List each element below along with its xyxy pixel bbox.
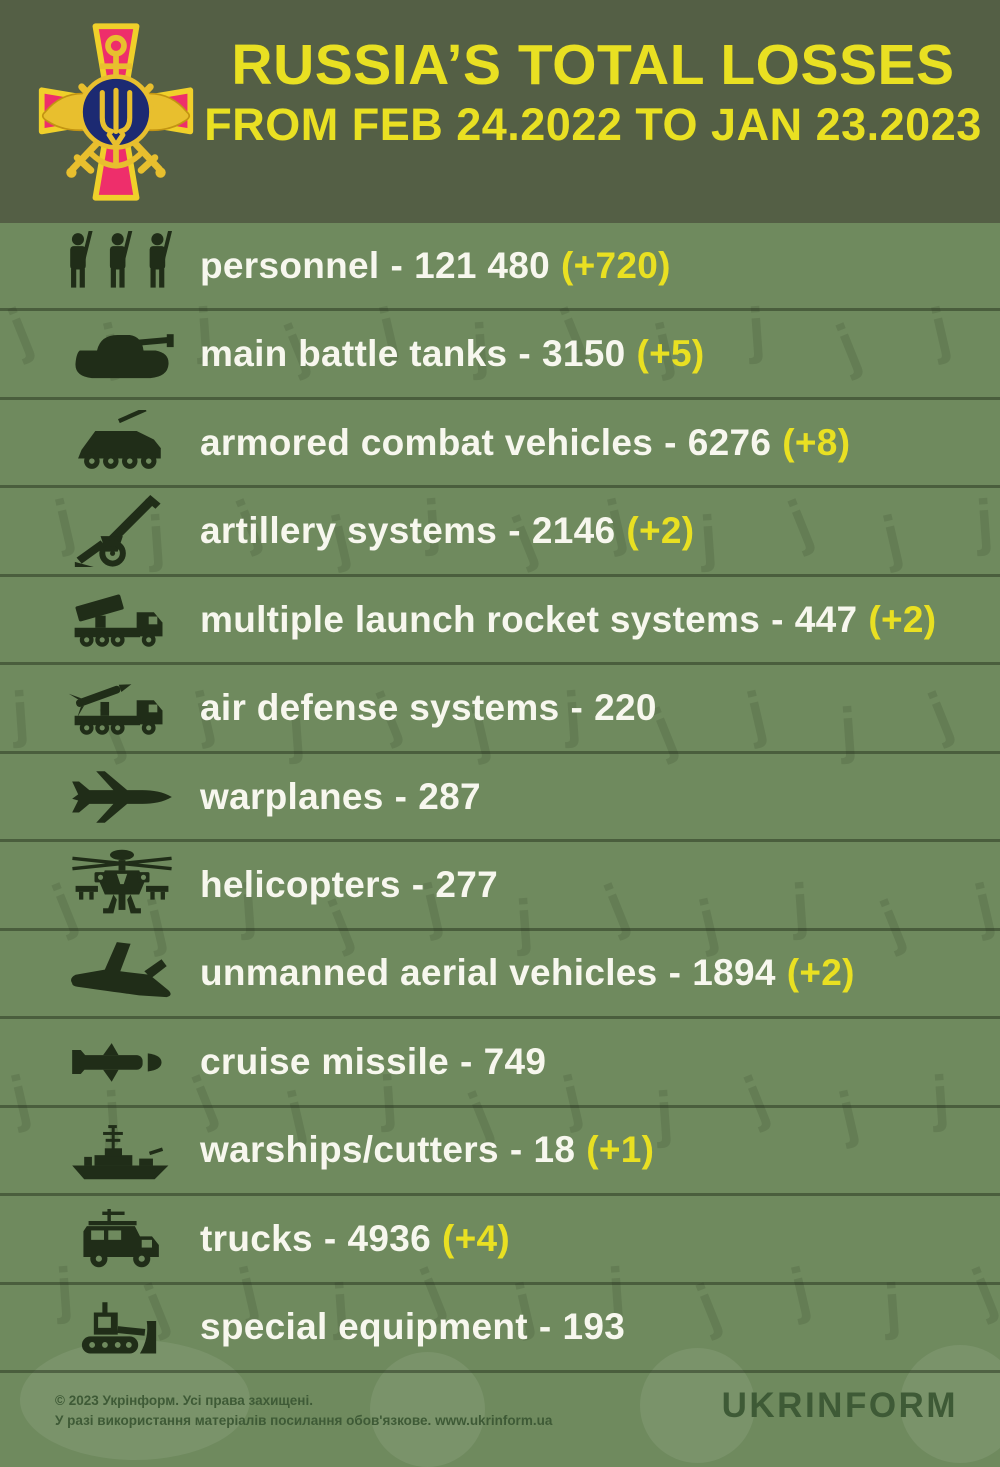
row-cruise-missile: cruise missile -749 <box>0 1019 1000 1108</box>
row-text: unmanned aerial vehicles -1894 (+2) <box>200 952 855 994</box>
row-label: trucks <box>200 1217 313 1259</box>
row-delta: (+1) <box>586 1129 655 1171</box>
row-delta: (+2) <box>868 598 937 640</box>
row-dash: - <box>509 1129 523 1171</box>
row-value: 3150 <box>541 333 626 375</box>
row-text: special equipment -193 <box>200 1306 636 1348</box>
copyright-text: © 2023 Укрінформ. Усі права захищені. У … <box>55 1391 552 1432</box>
row-label: main battle tanks <box>200 333 508 375</box>
footer: © 2023 Укрінформ. Усі права захищені. У … <box>0 1373 1000 1440</box>
ukrinform-logo: UKRINFORM <box>721 1386 958 1425</box>
row-dash: - <box>664 421 677 463</box>
row-text: artillery systems -2146 (+2) <box>200 510 694 552</box>
armed-forces-emblem <box>38 23 194 201</box>
row-mlrs: multiple launch rocket systems -447 (+2) <box>0 577 1000 666</box>
row-value: 287 <box>418 775 481 817</box>
row-dash: - <box>323 1217 337 1259</box>
row-label: cruise missile <box>200 1040 449 1082</box>
row-dash: - <box>668 952 682 994</box>
row-value: 18 <box>533 1129 576 1171</box>
row-text: multiple launch rocket systems -447 (+2) <box>200 599 936 641</box>
row-delta: (+4) <box>442 1217 511 1259</box>
row-air-defense: air defense systems -220 <box>0 665 1000 754</box>
row-dash: - <box>411 864 425 906</box>
uav-icon <box>56 935 188 1011</box>
row-uav: unmanned aerial vehicles -1894 (+2) <box>0 931 1000 1020</box>
copyright-line-2: У разі використання матеріалів посилання… <box>55 1412 553 1428</box>
row-value: 6276 <box>687 421 772 463</box>
row-dash: - <box>518 333 531 375</box>
truck-icon <box>56 1202 188 1276</box>
row-dash: - <box>508 510 521 552</box>
row-special-equipment: special equipment -193 <box>0 1285 1000 1374</box>
row-text: main battle tanks -3150 (+5) <box>200 333 705 375</box>
row-dash: - <box>771 598 784 640</box>
row-dash: - <box>390 244 404 286</box>
row-delta: (+2) <box>786 952 855 994</box>
row-delta: (+720) <box>561 244 671 286</box>
row-label: air defense systems <box>200 687 560 729</box>
row-value: 447 <box>794 598 858 640</box>
row-delta: (+8) <box>782 421 851 463</box>
row-value: 220 <box>594 687 657 729</box>
row-personnel: personnel -121 480 (+720) <box>0 223 1000 312</box>
row-label: artillery systems <box>200 510 498 552</box>
row-label: special equipment <box>200 1306 528 1348</box>
row-text: warships/cutters -18 (+1) <box>200 1129 654 1171</box>
page-subtitle: FROM FEB 24.2022 TO JAN 23.2023 <box>204 98 982 150</box>
mlrs-icon <box>56 586 188 654</box>
row-helicopters: helicopters -277 <box>0 842 1000 931</box>
air-defense-icon <box>56 674 188 742</box>
row-label: warships/cutters <box>200 1129 499 1171</box>
tank-icon <box>56 323 188 385</box>
row-trucks: trucks -4936 (+4) <box>0 1196 1000 1285</box>
special-equipment-icon <box>56 1292 188 1362</box>
row-artillery: artillery systems -2146 (+2) <box>0 488 1000 577</box>
row-value: 749 <box>483 1040 547 1082</box>
page-title: RUSSIA’S TOTAL LOSSES <box>231 33 955 97</box>
row-armored-vehicles: armored combat vehicles -6276 (+8) <box>0 400 1000 489</box>
row-warplanes: warplanes -287 <box>0 754 1000 843</box>
header-titles: RUSSIA’S TOTAL LOSSES FROM FEB 24.2022 T… <box>192 34 994 153</box>
row-dash: - <box>538 1306 552 1348</box>
losses-list: personnel -121 480 (+720) main battle tank… <box>0 223 1000 1374</box>
cruise-missile-icon <box>56 1034 188 1090</box>
artillery-icon <box>56 493 188 569</box>
row-label: personnel <box>200 244 380 286</box>
copyright-line-1: © 2023 Укрінформ. Усі права захищені. <box>55 1392 313 1408</box>
row-label: warplanes <box>200 775 384 817</box>
row-text: cruise missile -749 <box>200 1041 557 1083</box>
header: RUSSIA’S TOTAL LOSSES FROM FEB 24.2022 T… <box>0 0 1000 223</box>
row-label: helicopters <box>200 864 401 906</box>
row-delta: (+5) <box>636 333 705 375</box>
row-tanks: main battle tanks -3150 (+5) <box>0 311 1000 400</box>
row-text: armored combat vehicles -6276 (+8) <box>200 422 850 464</box>
row-text: air defense systems -220 <box>200 687 668 729</box>
helicopter-icon <box>56 848 188 922</box>
row-text: trucks -4936 (+4) <box>200 1218 510 1260</box>
personnel-icon <box>56 230 188 301</box>
row-dash: - <box>459 1040 473 1082</box>
row-value: 277 <box>435 864 498 906</box>
row-label: multiple launch rocket systems <box>200 598 761 640</box>
row-dash: - <box>570 687 584 729</box>
row-value: 121 480 <box>414 244 551 286</box>
row-text: personnel -121 480 (+720) <box>200 245 671 287</box>
row-value: 193 <box>562 1306 626 1348</box>
row-label: unmanned aerial vehicles <box>200 952 658 994</box>
row-value: 1894 <box>692 952 776 994</box>
row-value: 4936 <box>347 1217 431 1259</box>
row-label: armored combat vehicles <box>200 421 654 463</box>
row-warships: warships/cutters -18 (+1) <box>0 1108 1000 1197</box>
warship-icon <box>56 1117 188 1183</box>
armored-vehicle-icon <box>56 409 188 476</box>
row-delta: (+2) <box>626 510 695 552</box>
warplane-icon <box>56 766 188 828</box>
row-text: warplanes -287 <box>200 776 492 818</box>
row-text: helicopters -277 <box>200 864 509 906</box>
row-dash: - <box>394 775 408 817</box>
row-value: 2146 <box>531 510 616 552</box>
